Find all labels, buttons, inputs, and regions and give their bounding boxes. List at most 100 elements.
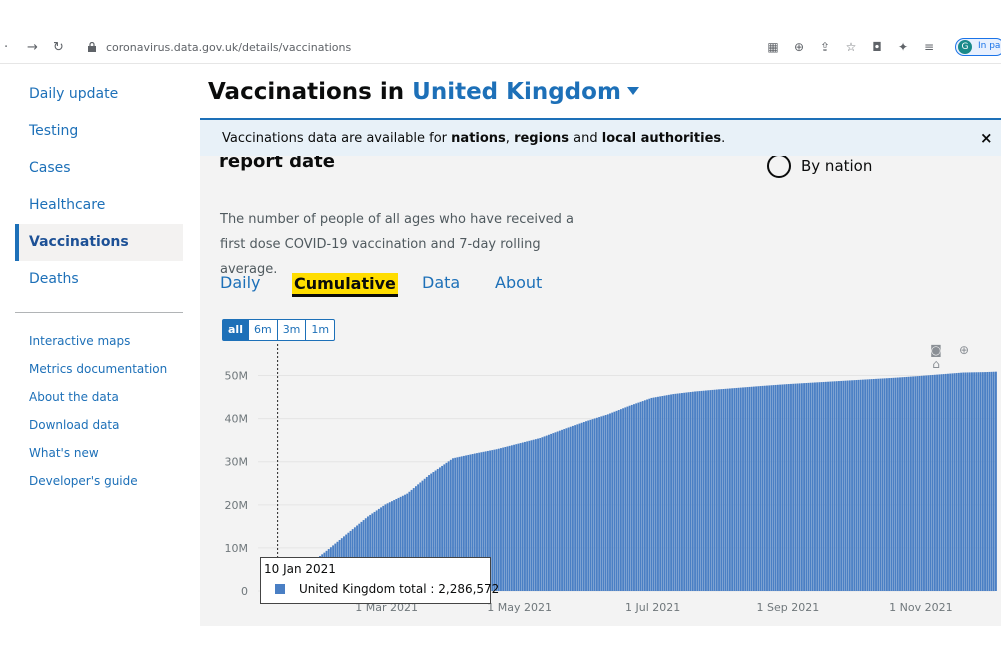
chart-bar (938, 374, 941, 591)
sidebar-link-download-data[interactable]: Download data (29, 418, 120, 432)
sidebar-link-about-data[interactable]: About the data (29, 390, 119, 404)
chart-bar (543, 436, 546, 591)
caret-down-icon (626, 87, 639, 95)
banner-sep: , (505, 131, 510, 146)
camera-icon[interactable]: ◙ (930, 343, 942, 357)
chart-bar (768, 385, 771, 591)
sidebar-link-developers-guide[interactable]: Developer's guide (29, 474, 138, 488)
banner-local-authorities-link[interactable]: local authorities (601, 131, 722, 146)
by-nation-label[interactable]: By nation (801, 157, 873, 175)
chart-bar (848, 380, 851, 591)
chart-bar (375, 510, 378, 591)
chart-bar (822, 381, 825, 591)
tab-data[interactable]: Data (422, 273, 461, 292)
chart-bar (548, 434, 550, 591)
chart-bar (792, 383, 795, 591)
chart-bar (530, 440, 533, 591)
back-icon[interactable]: · (4, 40, 9, 55)
chart-bar (870, 379, 873, 591)
vaccinations-chart[interactable]: 0 10M 20M 30M 40M 50M 1 Mar 2021 1 May 2021 1 J… (200, 344, 1001, 624)
chart-bar (491, 450, 494, 591)
chart-bar (995, 371, 997, 591)
sidebar-item-testing[interactable]: Testing (29, 123, 79, 139)
banner-nations-link[interactable]: nations (451, 131, 506, 146)
chart-bar (744, 387, 747, 591)
range-all-button[interactable]: all (223, 320, 249, 340)
chart-bar (909, 376, 912, 591)
chart-bar (892, 377, 895, 591)
chart-bar (502, 447, 505, 591)
x-tick-label: 1 May 2021 (487, 601, 552, 614)
chart-bar (593, 418, 596, 591)
chart-bar (844, 380, 847, 591)
chart-bar (859, 379, 862, 591)
chart-bar (973, 372, 976, 591)
banner-regions-link[interactable]: regions (514, 131, 569, 146)
chart-bar (803, 383, 805, 591)
chart-bar (380, 507, 382, 591)
profile-button[interactable]: G In pa (955, 38, 1001, 56)
zoom-icon[interactable]: ⊕ (793, 40, 805, 54)
forward-icon[interactable]: → (27, 40, 38, 55)
translate-icon[interactable]: ▦ (767, 40, 779, 54)
tab-daily[interactable]: Daily (220, 273, 261, 292)
chart-bar (846, 380, 849, 591)
chart-bar (872, 378, 875, 591)
chart-bar (678, 393, 681, 591)
range-1m-button[interactable]: 1m (311, 323, 330, 336)
chart-bar (770, 385, 773, 591)
sidebar-item-healthcare[interactable]: Healthcare (29, 197, 106, 213)
sidebar-item-daily-update[interactable]: Daily update (29, 86, 119, 102)
chart-bar (720, 389, 723, 591)
chart-bar (776, 384, 779, 591)
close-icon[interactable]: × (980, 129, 993, 147)
chart-bar (473, 453, 476, 591)
sidebar-item-cases[interactable]: Cases (29, 160, 71, 176)
chart-bar (633, 404, 635, 591)
profile-label: In pa (978, 41, 1001, 51)
sidebar-item-deaths[interactable]: Deaths (29, 271, 79, 287)
chart-bar (534, 439, 537, 591)
reload-icon[interactable]: ↻ (53, 40, 64, 55)
chart-bar (650, 397, 653, 591)
chart-bar (971, 372, 973, 591)
chart-bar (661, 396, 664, 591)
chart-bar (508, 445, 511, 591)
chart-bar (737, 387, 740, 591)
chart-bar (733, 388, 736, 591)
chart-bar (763, 385, 766, 591)
chart-bar (561, 429, 563, 591)
chart-bar (728, 388, 731, 591)
area-selector[interactable]: United Kingdom (412, 79, 639, 105)
zoom-icon[interactable]: ⊕ (958, 343, 970, 357)
range-6m-button[interactable]: 6m (249, 320, 278, 340)
puzzle-icon[interactable]: ✦ (897, 40, 909, 54)
chart-bar (630, 404, 633, 591)
tab-about[interactable]: About (495, 273, 543, 292)
range-3m-button[interactable]: 3m (278, 320, 307, 340)
sidebar-link-interactive-maps[interactable]: Interactive maps (29, 334, 131, 348)
chart-bar (975, 372, 978, 591)
chart-bar (990, 371, 993, 591)
page-title-prefix: Vaccinations in (208, 79, 405, 105)
chart-bar (604, 415, 607, 591)
by-nation-radio[interactable] (767, 154, 791, 178)
chart-bar (742, 387, 744, 591)
chart-bar (914, 376, 917, 591)
chart-bar (665, 395, 668, 591)
chart-bar (691, 391, 694, 591)
sidebar-item-vaccinations[interactable]: Vaccinations (15, 224, 183, 261)
tab-cumulative[interactable]: Cumulative (292, 273, 398, 297)
extension-shield-icon[interactable]: ◘ (872, 40, 882, 54)
sidebar-link-whats-new[interactable]: What's new (29, 446, 99, 460)
chart-bars (277, 371, 997, 591)
address-bar[interactable]: coronavirus.data.gov.uk/details/vaccinat… (78, 40, 678, 58)
chart-bar (589, 419, 592, 591)
share-icon[interactable]: ⇪ (819, 40, 831, 54)
reading-list-icon[interactable]: ≡ (923, 40, 935, 54)
home-icon[interactable]: ⌂ (932, 357, 940, 371)
chart-bar (868, 379, 871, 591)
chart-bar (373, 511, 376, 591)
sidebar-link-metrics-documentation[interactable]: Metrics documentation (29, 362, 168, 376)
bookmark-star-icon[interactable]: ☆ (845, 40, 857, 54)
